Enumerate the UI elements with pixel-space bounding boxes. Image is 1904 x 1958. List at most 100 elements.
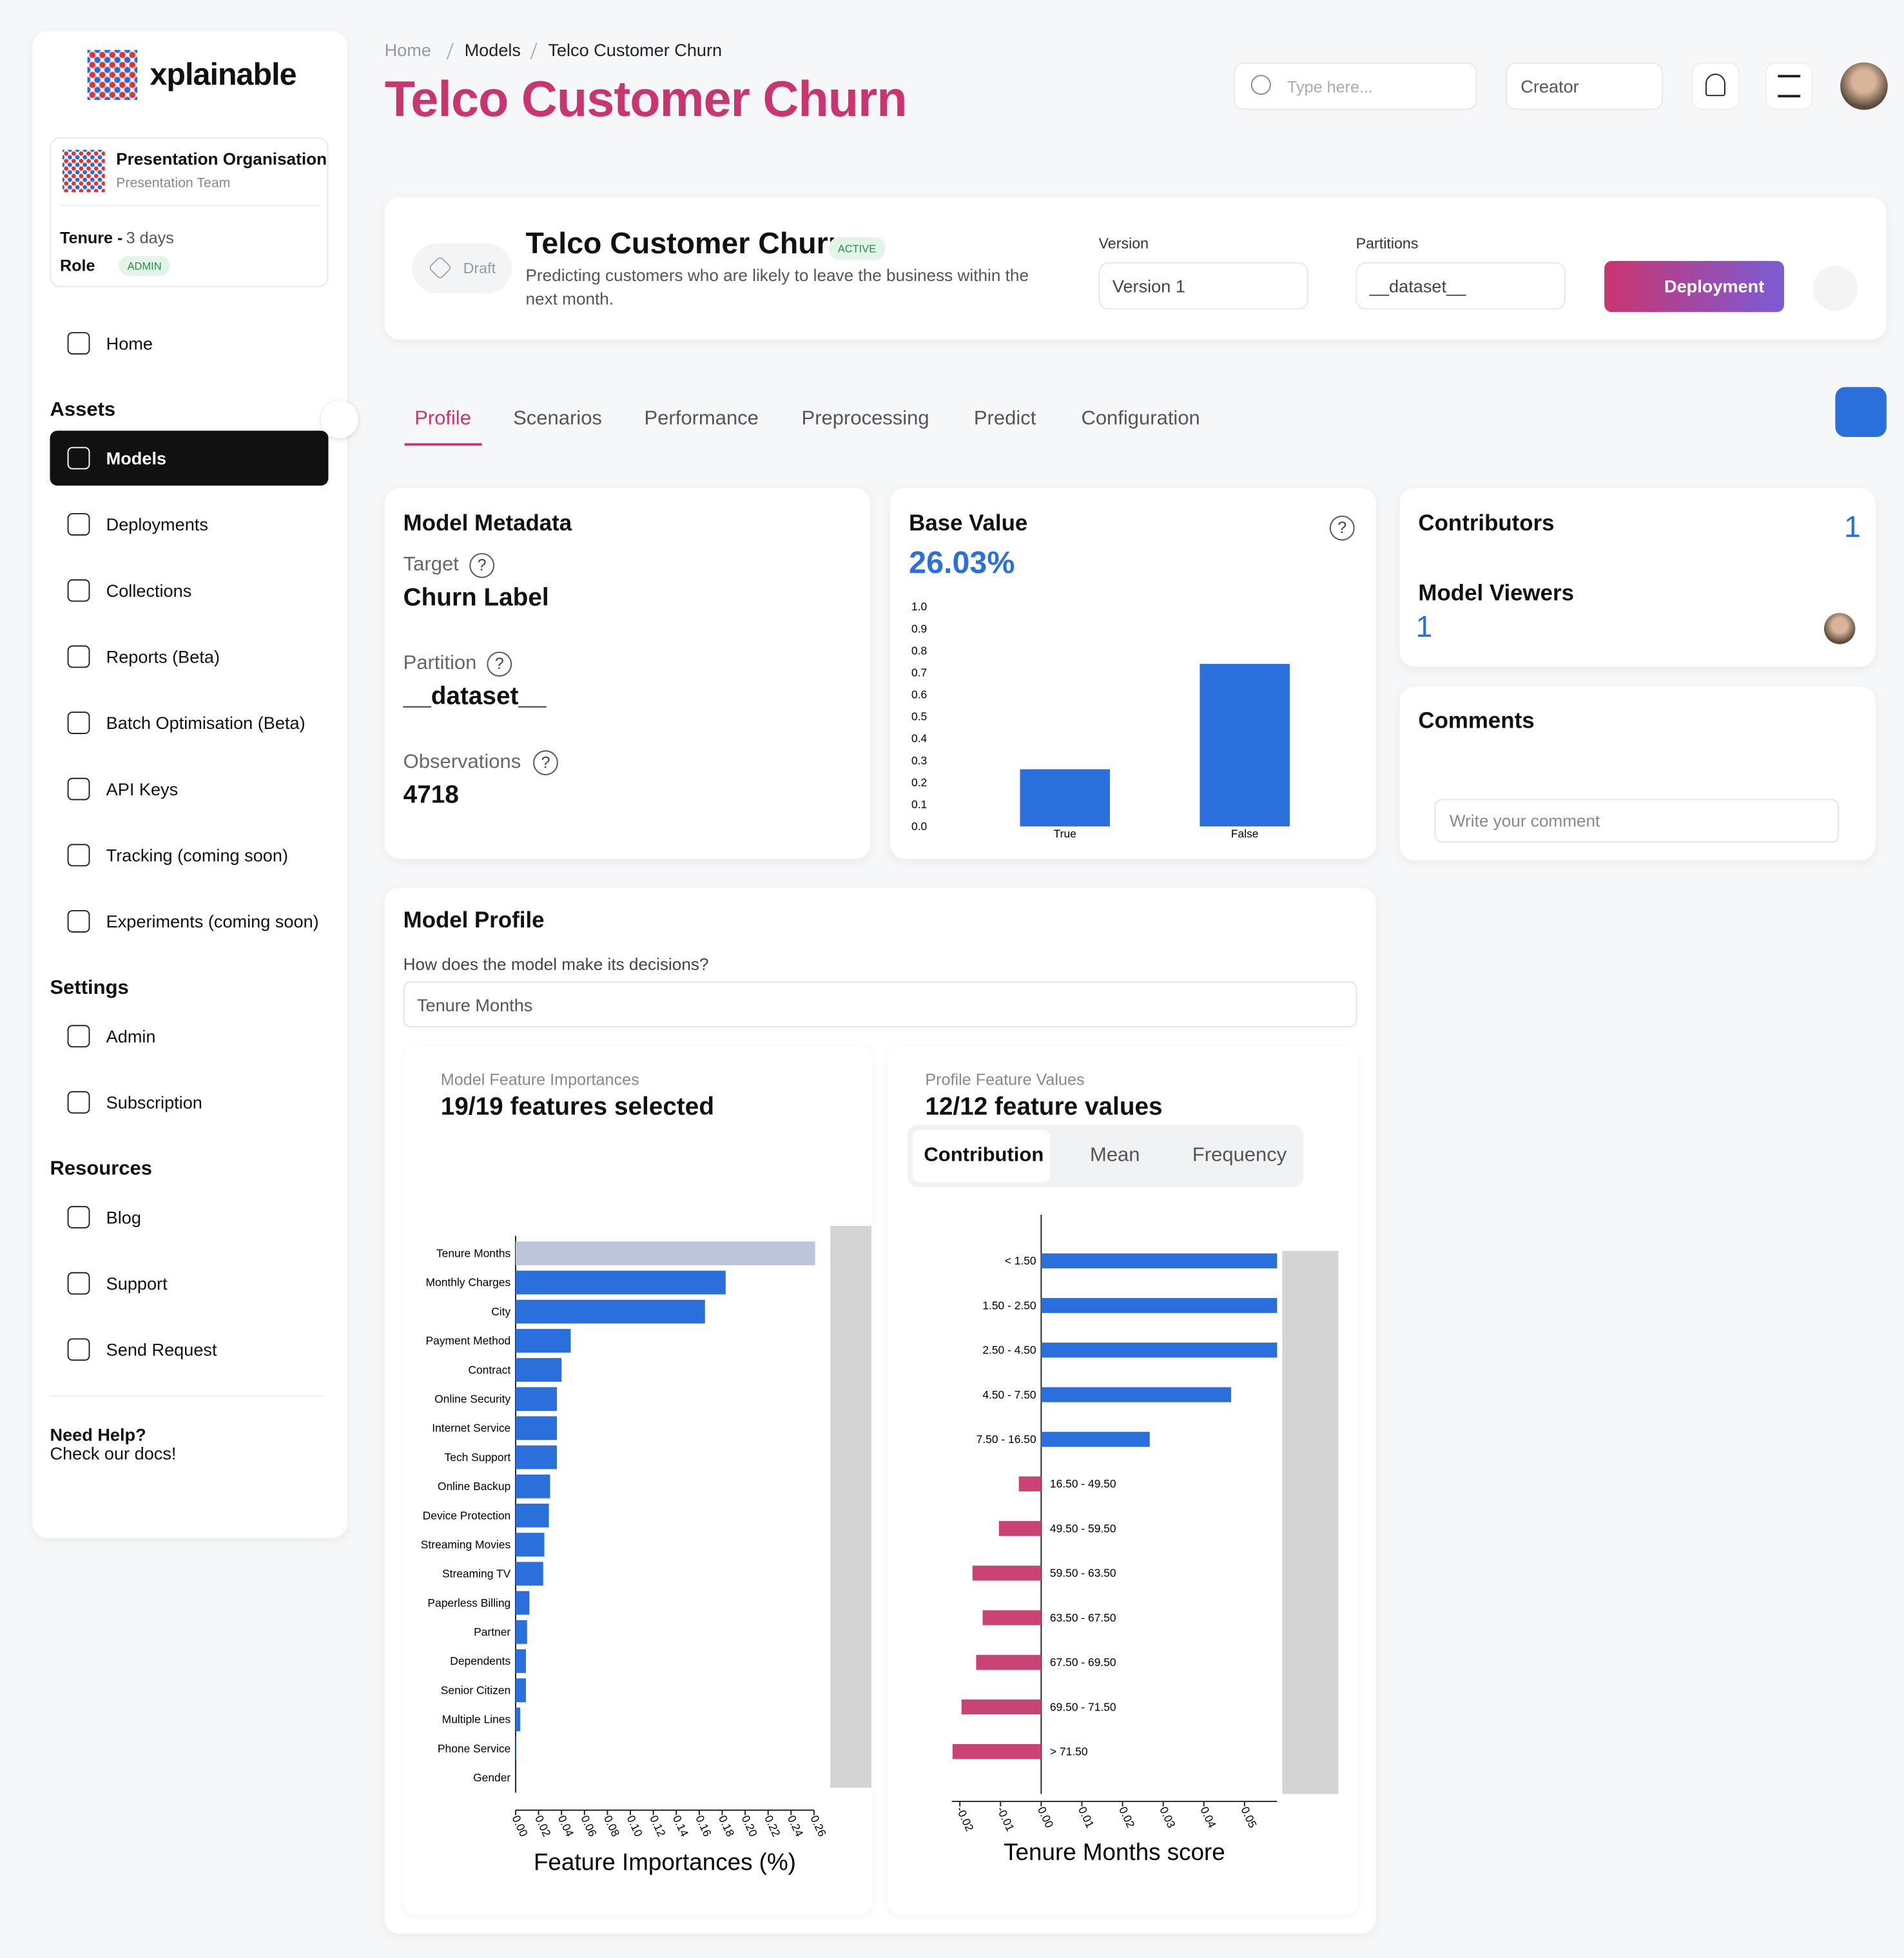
nav-item[interactable]: Subscription — [106, 1092, 202, 1112]
x-axis-label: Feature Importances (%) — [534, 1849, 796, 1876]
deploy-label[interactable]: Deployment — [1664, 276, 1765, 296]
bar — [961, 1699, 1042, 1715]
tab[interactable]: Scenarios — [513, 408, 602, 430]
version-select[interactable] — [1098, 262, 1308, 310]
bar — [515, 1474, 550, 1498]
nav-item[interactable]: Deployments — [106, 514, 208, 535]
comment-input[interactable] — [1434, 799, 1840, 843]
nav-item[interactable]: Experiments (coming soon) — [106, 911, 319, 932]
y-tick-label: Online Backup — [438, 1480, 510, 1493]
tab[interactable]: Profile — [414, 408, 471, 430]
nav-icon — [67, 844, 90, 867]
org-logo — [62, 150, 105, 193]
feature-select[interactable] — [403, 981, 1357, 1028]
help-icon[interactable]: ? — [1329, 515, 1355, 541]
tab[interactable]: Performance — [644, 408, 759, 430]
x-tick-label: 0.02 — [1116, 1805, 1137, 1830]
tenure-value: 3 days — [126, 228, 174, 247]
help-icon: ? — [487, 652, 512, 677]
y-tick-label: Paperless Billing — [427, 1596, 510, 1609]
bar — [998, 1521, 1042, 1536]
panel-btn[interactable] — [1835, 387, 1887, 437]
metadata-card — [384, 488, 871, 859]
y-tick-label: Senior Citizen — [441, 1683, 510, 1696]
breadcrumb[interactable]: Home — [384, 39, 431, 60]
bar — [515, 1504, 549, 1527]
nav-section: Settings — [50, 977, 129, 999]
logo-mark — [87, 50, 138, 100]
field-label: Partition — [403, 653, 477, 674]
bar — [515, 1591, 530, 1615]
partition-select[interactable] — [1355, 262, 1566, 310]
help-link[interactable]: Check our docs! — [50, 1443, 177, 1464]
draft-label: Draft — [463, 259, 496, 278]
tab[interactable]: Configuration — [1081, 408, 1200, 430]
bar — [1200, 664, 1290, 827]
comment-placeholder: Write your comment — [1449, 811, 1600, 831]
nav-item[interactable]: Tracking (coming soon) — [106, 845, 288, 866]
search-icon — [1250, 75, 1271, 95]
y-tick-label: 59.50 - 63.50 — [1050, 1567, 1116, 1580]
y-tick-label: 0.3 — [911, 754, 927, 767]
bar — [1041, 1297, 1277, 1313]
y-tick-label: 63.50 - 67.50 — [1050, 1611, 1116, 1624]
y-tick-label: 0.0 — [911, 820, 928, 833]
collapse-btn[interactable] — [320, 400, 358, 438]
org-name: Presentation Organisation — [116, 150, 327, 169]
avatar[interactable] — [1840, 62, 1888, 110]
x-tick-label: 0.14 — [670, 1814, 692, 1839]
nav-item[interactable]: Support — [106, 1273, 168, 1294]
nav-item[interactable]: Collections — [106, 580, 192, 601]
nav-item[interactable]: Send Request — [106, 1339, 217, 1360]
y-tick-label: Contract — [468, 1363, 510, 1376]
x-tick-label: 0.00 — [510, 1814, 531, 1839]
contributors-count: 1 — [1843, 510, 1861, 545]
y-tick-label: < 1.50 — [1005, 1254, 1036, 1267]
y-tick-label: 2.50 - 4.50 — [982, 1344, 1036, 1357]
tab[interactable]: Predict — [973, 408, 1036, 430]
contrib-card — [1399, 488, 1876, 667]
x-tick-label: 0.02 — [532, 1814, 553, 1839]
divider — [50, 1395, 325, 1397]
more-btn[interactable] — [1812, 266, 1858, 311]
sidebar — [32, 31, 347, 1538]
help-title: Need Help? — [50, 1424, 146, 1445]
deploy-btn[interactable] — [1604, 260, 1784, 313]
y-tick-label: Online Security — [434, 1393, 510, 1406]
y-tick-label: 0.6 — [911, 688, 927, 701]
nav-item[interactable]: Reports (Beta) — [106, 646, 220, 667]
bell-btn[interactable] — [1691, 62, 1740, 110]
role-badge: ADMIN — [119, 256, 171, 276]
toggle-active — [912, 1129, 1051, 1183]
toggle[interactable]: Mean — [1090, 1145, 1140, 1167]
bell — [1705, 73, 1725, 97]
nav-section: Resources — [50, 1158, 152, 1180]
y-tick-label: Streaming TV — [442, 1567, 511, 1580]
bar — [515, 1416, 558, 1440]
breadcrumb[interactable]: Models — [464, 39, 521, 60]
search[interactable] — [1233, 62, 1477, 110]
nav-icon — [67, 513, 90, 536]
bar — [976, 1654, 1042, 1670]
field-value: 4718 — [403, 781, 459, 809]
settings-btn[interactable] — [1765, 62, 1813, 110]
nav-icon — [67, 447, 90, 470]
version-value: Version 1 — [1112, 276, 1185, 296]
bar — [515, 1299, 705, 1324]
org-team: Presentation Team — [116, 176, 231, 191]
nav-item[interactable]: Admin — [106, 1026, 156, 1047]
nav-item[interactable]: Models — [106, 448, 167, 469]
version-label: Version — [1098, 235, 1149, 253]
x-tick-label: 0.08 — [601, 1814, 622, 1839]
nav-active — [50, 431, 329, 486]
role-select[interactable] — [1506, 62, 1664, 110]
nav-item[interactable]: API Keys — [106, 779, 179, 799]
nav-item[interactable]: Home — [106, 333, 153, 354]
nav-item[interactable]: Blog — [106, 1207, 141, 1228]
y-tick-label: 67.50 - 69.50 — [1050, 1656, 1116, 1669]
toggle[interactable]: Contribution — [924, 1145, 1044, 1167]
nav-item[interactable]: Batch Optimisation (Beta) — [106, 713, 306, 733]
tab[interactable]: Preprocessing — [801, 408, 929, 430]
toggle[interactable]: Frequency — [1192, 1145, 1287, 1167]
